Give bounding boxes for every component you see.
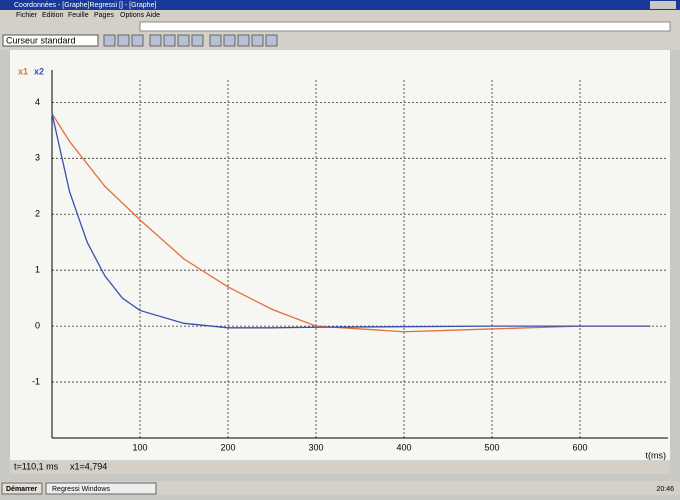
menu-item[interactable]: Pages: [94, 12, 114, 19]
y-tick-label: -1: [32, 376, 40, 386]
x-tick-label: 300: [308, 442, 323, 452]
status-x1: x1=4,794: [70, 461, 107, 471]
page: Coordonnées - [Graphe]Regressi [] - [Gra…: [0, 0, 680, 495]
status-bar: [10, 460, 670, 474]
legend-entry: x2: [34, 66, 44, 76]
y-tick-label: 0: [35, 321, 40, 331]
x-tick-label: 500: [484, 442, 499, 452]
cursor-mode: Curseur standard: [6, 35, 76, 45]
y-tick-label: 2: [35, 209, 40, 219]
menu-item[interactable]: Fichier: [16, 12, 38, 19]
start-label: Démarrer: [6, 486, 37, 493]
menu-item[interactable]: Aide: [146, 12, 160, 19]
menu-item[interactable]: Options: [120, 12, 145, 19]
input-field[interactable]: [140, 22, 670, 31]
x-tick-label: 600: [572, 442, 587, 452]
graph-area: [10, 50, 670, 460]
y-tick-label: 1: [35, 265, 40, 275]
legend-entry: x1: [18, 66, 28, 76]
y-tick-label: 4: [35, 97, 40, 107]
menu-item[interactable]: Edition: [42, 12, 64, 19]
x-axis-label: t(ms): [646, 450, 667, 460]
x-tick-label: 400: [396, 442, 411, 452]
window-buttons[interactable]: [650, 1, 676, 9]
menu-item[interactable]: Feuille: [68, 12, 89, 19]
toolbar: [0, 32, 680, 50]
clock: 20:46: [656, 486, 674, 493]
task-label: Regressi Windows: [52, 486, 110, 493]
screen: Coordonnées - [Graphe]Regressi [] - [Gra…: [0, 0, 680, 495]
x-tick-label: 100: [132, 442, 147, 452]
x-tick-label: 200: [220, 442, 235, 452]
window-title: Coordonnées - [Graphe]Regressi [] - [Gra…: [14, 2, 156, 9]
y-tick-label: 3: [35, 153, 40, 163]
status-t: t=110,1 ms: [14, 461, 59, 471]
